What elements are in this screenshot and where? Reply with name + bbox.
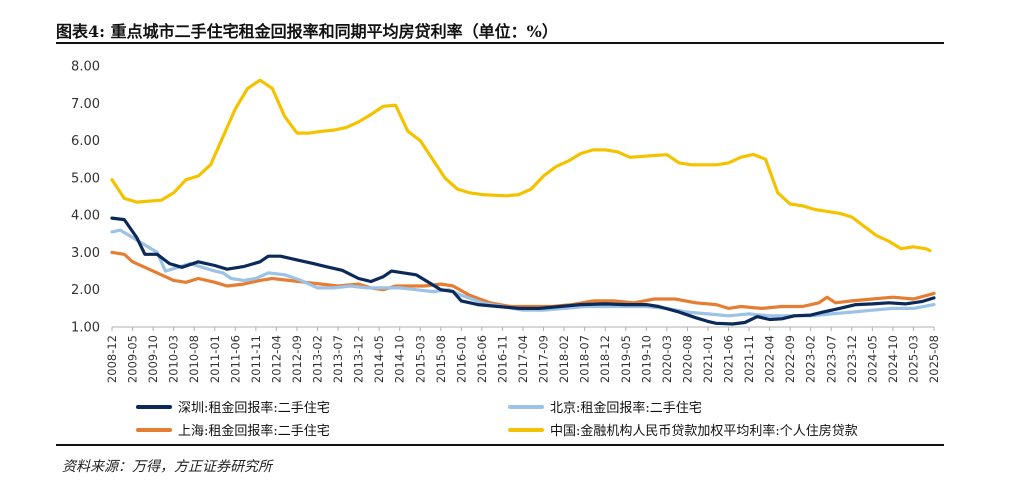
- series-line: [110, 216, 936, 326]
- x-tick-label: 2018-12: [598, 335, 612, 383]
- x-tick-label: 2016-01: [454, 335, 468, 383]
- legend-item: 北京:租金回报率:二手住宅: [508, 397, 702, 416]
- x-tick-label: 2019-05: [619, 335, 633, 383]
- x-tick-label: 2020-08: [680, 335, 694, 383]
- x-tick-label: 2015-08: [434, 335, 448, 383]
- x-tick-label: 2017-04: [516, 335, 530, 383]
- x-tick-label: 2012-04: [269, 335, 283, 383]
- legend-label: 上海:租金回报率:二手住宅: [178, 424, 330, 439]
- legend-item: 深圳:租金回报率:二手住宅: [136, 397, 330, 416]
- x-tick-label: 2014-10: [393, 335, 407, 383]
- source-note: 资料来源：万得，方正证券研究所: [62, 459, 272, 475]
- chart-title: 图表4: 重点城市二手住宅租金回报率和同期平均房贷利率（单位：%）: [56, 22, 558, 41]
- x-tick-label: 2015-03: [413, 335, 427, 383]
- legend-swatch: [508, 427, 544, 432]
- x-tick-label: 2013-02: [311, 335, 325, 383]
- x-tick-label: 2024-10: [886, 335, 900, 383]
- legend-label: 北京:租金回报率:二手住宅: [550, 401, 702, 416]
- x-tick-label: 2023-12: [845, 335, 859, 383]
- series-lines: [110, 78, 936, 326]
- axes: 1.00 2.00 3.00 4.00 5.00 6.00 7.00 8.00 2008-12 2…: [71, 60, 941, 384]
- y-tick-label: 5.00: [71, 171, 100, 186]
- x-tick-label: 2018-02: [557, 335, 571, 383]
- x-tick-label: 2014-05: [372, 335, 386, 383]
- x-tick-label: 2025-03: [906, 335, 920, 383]
- x-tick-label: 2011-11: [249, 335, 263, 383]
- y-tick-label: 2.00: [71, 283, 100, 298]
- legend-swatch: [136, 427, 172, 432]
- x-tick-label: 2011-01: [208, 335, 222, 383]
- legend-item: 上海:租金回报率:二手住宅: [136, 420, 330, 439]
- x-tick-label: 2021-06: [722, 335, 736, 383]
- legend-label: 中国:金融机构人民币贷款加权平均利率:个人住房贷款: [550, 424, 858, 439]
- series-line: [110, 228, 936, 318]
- x-tick-label: 2017-09: [537, 335, 551, 383]
- x-tick-label: 2023-07: [824, 335, 838, 383]
- y-tick-label: 1.00: [71, 321, 100, 336]
- x-tick-label: 2016-06: [475, 335, 489, 383]
- series-line: [110, 250, 936, 310]
- y-tick-label: 4.00: [71, 209, 100, 224]
- x-tick-label: 2025-08: [927, 335, 941, 383]
- y-tick-label: 3.00: [71, 246, 100, 261]
- y-tick-label: 7.00: [71, 97, 100, 112]
- legend-swatch: [508, 404, 544, 409]
- x-tick-label: 2009-10: [146, 335, 160, 383]
- x-tick-label: 2009-05: [126, 335, 140, 383]
- x-tick-label: 2023-02: [804, 335, 818, 383]
- x-tick-label: 2021-11: [742, 335, 756, 383]
- x-tick-label: 2013-07: [331, 335, 345, 383]
- y-tick-label: 6.00: [71, 134, 100, 149]
- legend-label: 深圳:租金回报率:二手住宅: [178, 401, 330, 416]
- series-line: [110, 78, 932, 253]
- legend-item: 中国:金融机构人民币贷款加权平均利率:个人住房贷款: [508, 420, 858, 439]
- x-tick-label: 2010-08: [187, 335, 201, 383]
- x-tick-label: 2010-03: [167, 335, 181, 383]
- x-tick-label: 2011-06: [228, 335, 242, 383]
- footer-rule: [56, 444, 944, 446]
- y-tick-label: 8.00: [71, 60, 100, 75]
- x-tick-label: 2021-01: [701, 335, 715, 383]
- x-tick-label: 2022-04: [763, 335, 777, 383]
- x-tick-label: 2008-12: [105, 335, 119, 383]
- x-tick-label: 2016-11: [495, 335, 509, 383]
- legend-swatch: [136, 404, 172, 409]
- x-tick-label: 2024-05: [865, 335, 879, 383]
- x-tick-label: 2019-10: [639, 335, 653, 383]
- x-tick-label: 2013-12: [352, 335, 366, 383]
- x-tick-label: 2012-09: [290, 335, 304, 383]
- title-rule: [56, 42, 944, 44]
- x-tick-label: 2022-09: [783, 335, 797, 383]
- x-tick-label: 2018-07: [578, 335, 592, 383]
- x-tick-label: 2020-03: [660, 335, 674, 383]
